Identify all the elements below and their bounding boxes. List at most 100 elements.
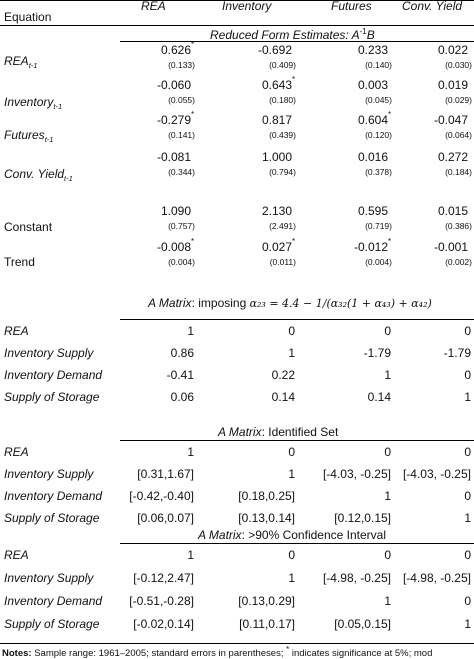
se-cell: (0.011) <box>269 257 296 267</box>
panel4-rule <box>120 543 474 544</box>
matrix-cell: 0 <box>288 548 295 562</box>
coef-cell: 0.643 * <box>262 75 295 92</box>
row-label-subscript: t-1 <box>28 61 38 70</box>
coef-value: -0.008 <box>156 240 191 254</box>
coef-cell: 2.130 <box>262 204 292 218</box>
se-cell: (0.120) <box>365 130 392 140</box>
matrix-cell: 1 <box>464 390 471 404</box>
row-label-subscript: t-1 <box>64 174 73 183</box>
matrix-row-label: Inventory Supply <box>4 346 94 360</box>
matrix-row-label: Inventory Demand <box>4 489 103 503</box>
matrix-row-label: REA <box>4 548 29 562</box>
coef-value: 0.027 <box>261 240 292 254</box>
matrix-cell: 0.06 <box>170 390 194 404</box>
significance-star: * <box>292 237 296 246</box>
se-cell: (0.409) <box>269 60 296 70</box>
coef-cell: 0.022 <box>438 43 468 57</box>
matrix-cell: 1 <box>464 511 471 525</box>
coef-cell: 1.000 <box>262 150 292 164</box>
panel1-title-sup: -1 <box>359 27 367 36</box>
matrix-cell: 1 <box>288 467 295 481</box>
row-label: Constant <box>4 220 52 234</box>
row-label-text: Futures <box>4 128 45 142</box>
matrix-cell: 0 <box>464 324 471 338</box>
se-cell: (0.004) <box>168 257 195 267</box>
notes-text-b: indicates significance at 5%; mod <box>289 648 433 659</box>
matrix-row-label: REA <box>4 445 29 459</box>
matrix-cell: [-4.03, -0.25] <box>402 467 471 481</box>
row-label: Futurest-1 <box>4 128 54 144</box>
se-cell: (2.491) <box>269 221 296 231</box>
coef-value: 0.019 <box>437 78 468 92</box>
coef-cell: -0.279 * <box>156 110 195 127</box>
row-label-subscript: t-1 <box>44 135 54 144</box>
panel1-title-text: Reduced Form Estimates: A <box>210 28 360 42</box>
matrix-cell: 0.14 <box>271 390 295 404</box>
coef-cell: 0.015 <box>438 204 468 218</box>
matrix-cell: 1 <box>384 489 391 503</box>
notes-star: * <box>286 645 290 654</box>
notes-bold: Notes: <box>2 648 32 659</box>
matrix-cell: 0.14 <box>367 390 391 404</box>
col-header-futures: Futures <box>331 0 372 13</box>
matrix-row-label: Inventory Demand <box>4 594 103 608</box>
panel3-title-a: A Matrix <box>218 425 262 439</box>
panel3-title-b: : Identified Set <box>261 425 339 439</box>
row-label-subscript: t-1 <box>53 102 63 111</box>
coef-value: 0.022 <box>437 43 468 57</box>
coef-cell: 1.090 <box>161 204 191 218</box>
matrix-row-label: Supply of Storage <box>4 390 100 404</box>
se-cell: (0.140) <box>365 60 392 70</box>
matrix-cell: [0.18,0.25] <box>238 489 295 503</box>
panel2-rule <box>120 319 474 320</box>
panel2-title-a: A Matrix <box>148 296 192 310</box>
matrix-cell: 0 <box>464 368 471 382</box>
panel1-rule <box>120 41 474 42</box>
row-label-text: Trend <box>4 255 35 269</box>
coef-value: 0.016 <box>357 150 388 164</box>
matrix-cell: 1 <box>384 368 391 382</box>
row-label-text: REA <box>4 54 29 68</box>
panel2-title: A Matrix: imposing α₂₃ = 4.4 − 1/(α₃₂(1 … <box>148 296 432 310</box>
se-cell: (0.344) <box>168 167 195 177</box>
coef-cell: 0.604 * <box>358 110 391 127</box>
coef-value: -0.001 <box>433 240 468 254</box>
significance-star: * <box>191 110 195 119</box>
table-notes: Notes: Sample range: 1961–2005; standard… <box>2 645 432 659</box>
coef-cell: -0.060 <box>157 78 191 92</box>
matrix-cell: 0 <box>464 594 471 608</box>
col-header-conv-yield: Conv. Yield <box>402 0 463 13</box>
matrix-cell: [0.31,1.67] <box>137 467 194 481</box>
row-label: Trend <box>4 255 35 269</box>
matrix-cell: [-0.42,-0.40] <box>129 489 194 503</box>
row-label-text: Inventory <box>4 95 54 109</box>
matrix-cell: 0 <box>384 548 391 562</box>
coef-value: 0.233 <box>357 43 388 57</box>
matrix-row-label: REA <box>4 324 29 338</box>
matrix-cell: -1.79 <box>443 346 471 360</box>
matrix-cell: 0.22 <box>271 368 295 382</box>
se-cell: (0.794) <box>269 167 296 177</box>
row-label: Inventoryt-1 <box>4 95 63 111</box>
panel2-title-b: : imposing <box>191 296 250 310</box>
panel1-title-suffix: B <box>366 28 375 42</box>
matrix-cell: 0 <box>464 548 471 562</box>
header-rule <box>0 25 474 26</box>
se-cell: (0.045) <box>365 95 392 105</box>
panel4-title-a: A Matrix <box>198 528 242 542</box>
matrix-cell: [-0.12,2.47] <box>133 571 194 585</box>
matrix-cell: 0 <box>384 445 391 459</box>
matrix-cell: [0.06,0.07] <box>137 511 194 525</box>
notes-text-a: Sample range: 1961–2005; standard errors… <box>31 648 287 659</box>
coef-cell: -0.081 <box>157 150 191 164</box>
matrix-row-label: Supply of Storage <box>4 511 100 525</box>
se-cell: (0.055) <box>168 95 195 105</box>
coef-value: 0.015 <box>437 204 468 218</box>
coef-cell: 0.626 * <box>161 40 194 57</box>
coef-value: -0.279 <box>156 113 191 127</box>
se-cell: (0.030) <box>445 60 472 70</box>
coef-value: 0.817 <box>261 113 292 127</box>
coef-cell: 0.817 <box>262 113 292 127</box>
se-cell: (0.180) <box>269 95 296 105</box>
se-cell: (0.439) <box>269 130 296 140</box>
